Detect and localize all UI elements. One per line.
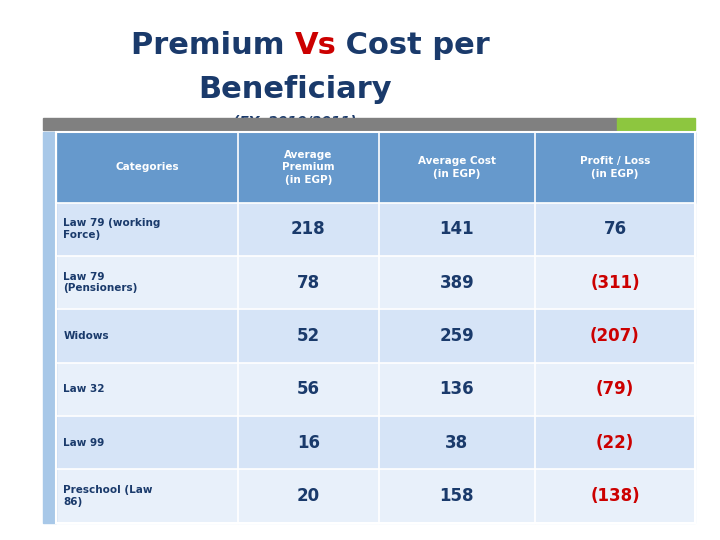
Bar	[238, 132, 379, 202]
Text: 218: 218	[291, 220, 325, 238]
Bar	[238, 469, 379, 523]
Bar	[535, 363, 695, 416]
Bar	[616, 118, 695, 130]
Bar	[535, 256, 695, 309]
Text: Beneficiary: Beneficiary	[199, 75, 392, 104]
Text: Widows: Widows	[63, 331, 109, 341]
Bar	[379, 202, 535, 256]
Bar	[535, 309, 695, 363]
Text: (138): (138)	[590, 487, 640, 505]
Text: Profit / Loss
(in EGP): Profit / Loss (in EGP)	[580, 156, 650, 179]
Bar	[56, 202, 238, 256]
Text: Law 79 (working
Force): Law 79 (working Force)	[63, 218, 161, 240]
Bar	[238, 309, 379, 363]
Text: Categories: Categories	[115, 163, 179, 172]
Bar	[238, 202, 379, 256]
Text: 76: 76	[603, 220, 626, 238]
Text: Vs: Vs	[295, 31, 337, 60]
Bar	[43, 118, 616, 130]
Text: 158: 158	[440, 487, 474, 505]
Text: Cost per: Cost per	[335, 31, 490, 60]
Bar	[379, 256, 535, 309]
Text: 136: 136	[440, 380, 474, 399]
Bar	[238, 416, 379, 469]
Bar	[238, 256, 379, 309]
Text: 141: 141	[440, 220, 474, 238]
Text: (311): (311)	[590, 274, 640, 292]
Text: 56: 56	[297, 380, 320, 399]
Text: Preschool (Law
86): Preschool (Law 86)	[63, 485, 153, 507]
Text: Law 79
(Pensioners): Law 79 (Pensioners)	[63, 272, 138, 293]
Bar	[535, 416, 695, 469]
Text: 16: 16	[297, 434, 320, 451]
Bar	[56, 256, 238, 309]
Text: 259: 259	[439, 327, 474, 345]
Bar	[379, 469, 535, 523]
Text: (22): (22)	[596, 434, 634, 451]
Bar	[379, 132, 535, 202]
Text: 20: 20	[297, 487, 320, 505]
Text: 38: 38	[446, 434, 469, 451]
Bar	[535, 132, 695, 202]
Bar	[379, 363, 535, 416]
Text: (FY: 2010/2011): (FY: 2010/2011)	[233, 114, 357, 129]
Text: (207): (207)	[590, 327, 640, 345]
Text: (79): (79)	[596, 380, 634, 399]
Bar	[56, 469, 238, 523]
Text: Law 99: Law 99	[63, 437, 104, 448]
Bar	[56, 132, 238, 202]
Bar	[535, 469, 695, 523]
Bar	[56, 416, 238, 469]
Text: Average Cost
(in EGP): Average Cost (in EGP)	[418, 156, 496, 179]
Text: 78: 78	[297, 274, 320, 292]
Bar	[56, 132, 695, 523]
Bar	[535, 202, 695, 256]
Text: Premium: Premium	[131, 31, 295, 60]
Bar	[43, 132, 56, 523]
Bar	[56, 309, 238, 363]
Bar	[379, 309, 535, 363]
Text: Law 32: Law 32	[63, 384, 105, 394]
Text: 389: 389	[439, 274, 474, 292]
Bar	[238, 363, 379, 416]
Bar	[379, 416, 535, 469]
Bar	[56, 363, 238, 416]
Text: Average
Premium
(in EGP): Average Premium (in EGP)	[282, 150, 335, 185]
Text: 52: 52	[297, 327, 320, 345]
